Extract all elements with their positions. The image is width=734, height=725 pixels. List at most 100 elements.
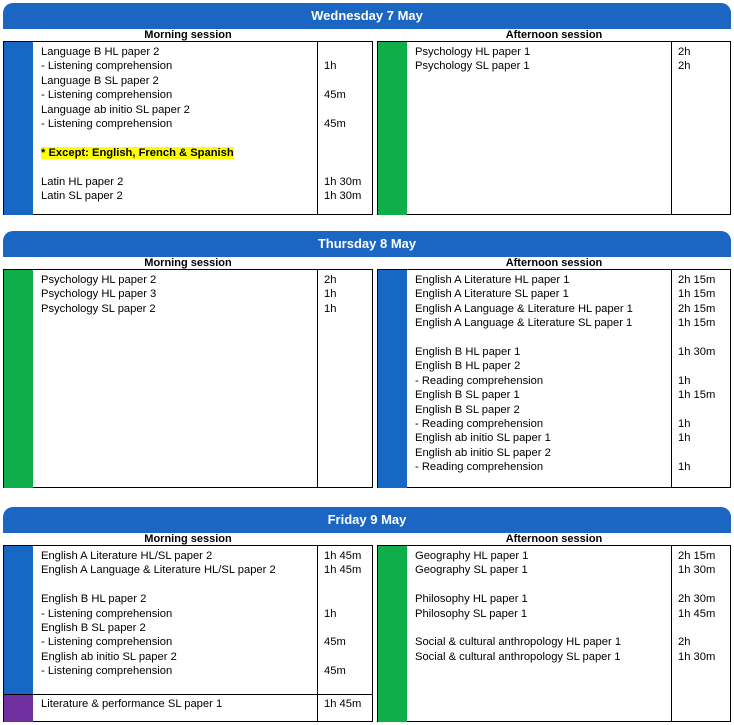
exam-name: English A Language & Literature HL paper… (415, 302, 633, 316)
exam-text: Latin SL paper 2 (41, 190, 123, 202)
exam-text: English B HL paper 1 (415, 346, 521, 358)
exam-text: - Listening comprehension (41, 665, 173, 678)
exam-name: English B SL paper 2 (41, 621, 146, 635)
exam-duration: 1h (324, 288, 337, 301)
exam-name: English B HL paper 1 (415, 345, 520, 359)
afternoon-session-label: Afternoon session (377, 29, 731, 42)
exam-duration: 1h (678, 374, 691, 387)
exam-text: English A Language & Literature HL/SL pa… (41, 564, 276, 577)
exam-text: Psychology HL paper 1 (415, 46, 531, 58)
exam-name: Social & cultural anthropology SL paper … (415, 650, 620, 664)
exam-text: Geography SL paper 1 (415, 564, 528, 577)
exam-name: - Listening comprehension (41, 88, 172, 102)
exam-name: - Listening comprehension (41, 607, 172, 621)
exam-name: English A Literature HL/SL paper 2 (41, 549, 212, 563)
exam-duration: 1h (324, 302, 337, 315)
exam-text: - Listening comprehension (41, 118, 173, 130)
exam-text: Literature & performance SL paper 1 (41, 698, 223, 710)
exam-name: Psychology SL paper 2 (41, 302, 156, 316)
exam-name: - Reading comprehension (415, 374, 543, 388)
exam-text: English B HL paper 2 (415, 360, 521, 373)
day-title: Friday 9 May (3, 507, 731, 533)
morning-column: Psychology HL paper 2 2h Psychology HL pap… (3, 270, 373, 488)
exam-text: English ab initio SL paper 2 (41, 650, 177, 663)
exam-name: Latin HL paper 2 (41, 175, 123, 189)
day-1: Thursday 8 May Morning session Psychology … (3, 231, 731, 488)
exam-duration: 45m (324, 665, 346, 678)
exam-duration: 1h (324, 607, 337, 620)
exam-text: - Reading comprehension (415, 418, 544, 430)
subject-color-bar (4, 546, 33, 695)
exam-duration: 1h 15m (678, 317, 716, 330)
exam-name: English ab initio SL paper 2 (415, 446, 551, 460)
exam-duration: 1h 15m (678, 288, 716, 301)
exam-text: English A Literature HL/SL paper 2 (41, 550, 213, 562)
exam-name: Language ab initio SL paper 2 (41, 103, 190, 117)
exam-duration: 1h 30m (324, 190, 362, 202)
exam-name: English B HL paper 2 (41, 592, 146, 606)
exam-duration: 1h 30m (324, 175, 362, 188)
exam-name: Psychology HL paper 2 (41, 273, 156, 287)
exam-text: Social & cultural anthropology SL paper … (415, 650, 621, 663)
exam-text: Philosophy HL paper 1 (415, 593, 528, 606)
exam-duration: 2h 15m (678, 302, 716, 315)
exam-text: - Reading comprehension (415, 374, 544, 387)
day-0: Wednesday 7 May Morning session Language B… (3, 3, 731, 215)
exam-name: Philosophy HL paper 1 (415, 592, 528, 606)
exam-text: Philosophy SL paper 1 (415, 607, 528, 620)
exam-name: Philosophy SL paper 1 (415, 607, 527, 621)
exam-text: English B SL paper 1 (415, 389, 520, 402)
duration-divider (317, 42, 318, 214)
exam-duration: 1h (678, 432, 691, 445)
exam-duration: 1h (678, 461, 691, 474)
exam-duration: 2h (678, 46, 691, 58)
exam-duration: 2h (678, 60, 691, 73)
duration-divider (671, 270, 672, 487)
subject-color-bar (4, 695, 33, 722)
afternoon-column: English A Literature HL paper 1 2h 15m Eng… (377, 270, 731, 488)
exam-name: English B SL paper 2 (415, 403, 520, 417)
exam-text: Psychology SL paper 1 (415, 60, 530, 73)
exam-name: Geography HL paper 1 (415, 549, 528, 563)
exam-text: English ab initio SL paper 1 (415, 432, 551, 445)
exam-text: - Listening comprehension (41, 60, 173, 73)
exam-name: Psychology SL paper 1 (415, 59, 530, 73)
morning-session-label: Morning session (3, 29, 373, 42)
morning-session-label: Morning session (3, 257, 373, 270)
exam-name: English A Literature SL paper 1 (415, 287, 569, 301)
exam-name: Language B HL paper 2 (41, 45, 159, 59)
exam-name: Literature & performance SL paper 1 (41, 697, 222, 711)
exam-name: English ab initio SL paper 2 (41, 650, 177, 664)
afternoon-session-label: Afternoon session (377, 257, 731, 270)
duration-divider (317, 546, 318, 721)
exam-text: English B SL paper 2 (415, 403, 520, 416)
subject-color-bar (4, 42, 33, 215)
exam-duration: 2h 15m (678, 274, 716, 286)
exam-name: - Listening comprehension (41, 59, 172, 73)
exam-name: Psychology HL paper 3 (41, 287, 156, 301)
day-title: Wednesday 7 May (3, 3, 731, 29)
duration-divider (671, 546, 672, 721)
exam-text: - Listening comprehension (41, 636, 173, 649)
exam-duration: 1h 45m (324, 564, 362, 577)
exam-name: English ab initio SL paper 1 (415, 431, 551, 445)
exam-name: Language B SL paper 2 (41, 74, 159, 88)
exam-text: English B SL paper 2 (41, 622, 146, 634)
exam-name: - Reading comprehension (415, 417, 543, 431)
exam-name: - Reading comprehension (415, 460, 543, 474)
exam-name: - Listening comprehension (41, 664, 172, 678)
exam-text: English ab initio SL paper 2 (415, 446, 551, 459)
subject-color-bar (378, 546, 407, 722)
day-title: Thursday 8 May (3, 231, 731, 257)
subject-color-bar (4, 270, 33, 488)
exam-duration: 1h 30m (678, 346, 716, 358)
exam-duration: 1h (678, 418, 691, 430)
duration-divider (317, 270, 318, 487)
subject-color-bar (378, 42, 407, 215)
exam-name: - Listening comprehension (41, 117, 172, 131)
exam-duration: 45m (324, 118, 346, 130)
exam-name: English A Literature HL paper 1 (415, 273, 569, 287)
exam-text: Latin HL paper 2 (41, 175, 124, 188)
exam-duration: 2h (678, 636, 691, 649)
exam-duration: 1h 45m (324, 698, 362, 710)
